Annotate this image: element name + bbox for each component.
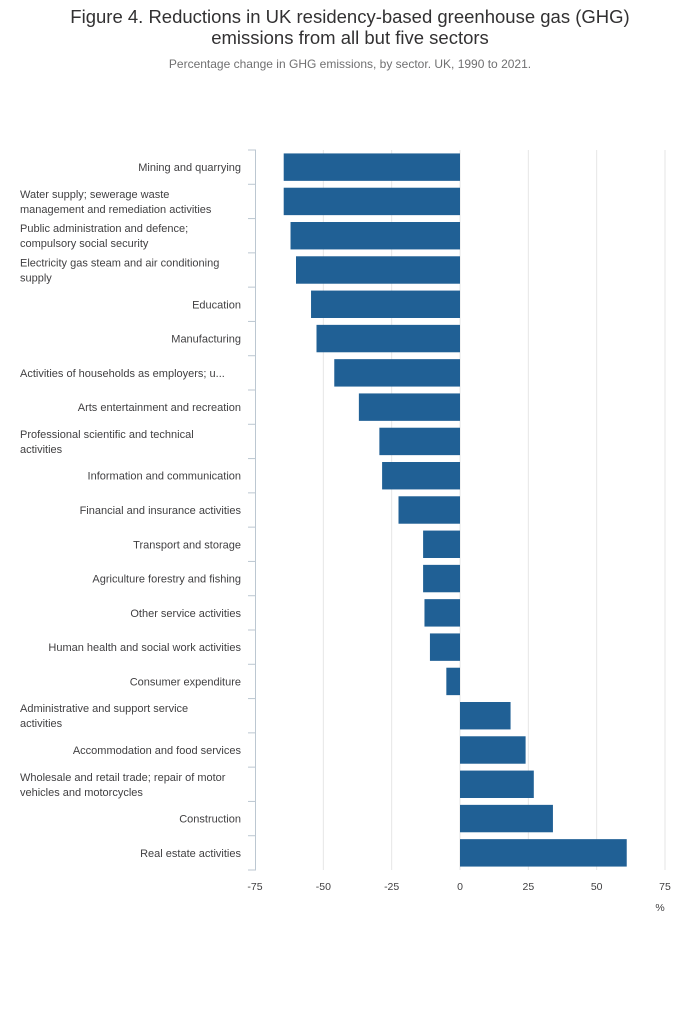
bar-12[interactable] — [423, 564, 460, 593]
bar-6[interactable] — [334, 359, 460, 387]
x-tick-label-4: 25 — [522, 881, 534, 893]
x-tick-label-0: -75 — [247, 881, 262, 893]
category-label-17: Accommodation and food services — [73, 745, 242, 757]
category-label-12: Agriculture forestry and fishing — [92, 574, 241, 586]
category-label-2: Public administration and defence; compul… — [20, 223, 188, 250]
category-label-10: Financial and insurance activities — [80, 505, 242, 517]
bar-20[interactable] — [460, 839, 627, 867]
bar-8[interactable] — [379, 427, 460, 456]
chart-title: Figure 4. Reductions in UK residency-bas… — [0, 6, 700, 48]
bar-10[interactable] — [398, 496, 461, 524]
category-label-0: Mining and quarrying — [138, 162, 241, 174]
chart-title-line-1: Figure 4. Reductions in UK residency-bas… — [70, 6, 630, 27]
bar-9[interactable] — [382, 462, 460, 490]
bar-15[interactable] — [446, 667, 460, 696]
bar-18[interactable] — [460, 770, 534, 798]
bar-19[interactable] — [460, 804, 553, 833]
category-labels: Mining and quarrying Water supply; sewera… — [20, 162, 241, 860]
x-axis-tick-labels: -75 -50 -25 0 25 50 75 — [247, 881, 671, 893]
bar-17[interactable] — [460, 736, 526, 764]
category-label-8: Professional scientific and technical act… — [20, 429, 194, 456]
x-tick-label-3: 0 — [457, 881, 463, 893]
bar-7[interactable] — [358, 393, 460, 421]
bars — [283, 153, 627, 867]
category-label-15: Consumer expenditure — [130, 676, 241, 688]
bar-3[interactable] — [296, 256, 460, 284]
category-label-5: Manufacturing — [171, 334, 241, 346]
chart-title-line-2: emissions from all but five sectors — [211, 27, 489, 48]
category-label-18: Wholesale and retail trade; repair of mo… — [20, 772, 226, 799]
category-label-13: Other service activities — [130, 608, 241, 620]
category-label-20: Real estate activities — [140, 848, 241, 860]
category-label-16: Administrative and support service activi… — [20, 703, 188, 730]
x-tick-label-6: 75 — [659, 881, 671, 893]
bar-13[interactable] — [424, 599, 460, 627]
bar-1[interactable] — [283, 187, 460, 216]
category-label-14: Human health and social work activities — [48, 642, 241, 654]
bar-14[interactable] — [429, 633, 460, 661]
chart-subtitle: Percentage change in GHG emissions, by s… — [168, 57, 532, 71]
x-tick-label-1: -50 — [316, 881, 331, 893]
category-label-7: Arts entertainment and recreation — [78, 402, 241, 414]
bar-2[interactable] — [290, 222, 460, 250]
category-label-11: Transport and storage — [133, 539, 241, 551]
x-tick-label-5: 50 — [591, 881, 603, 893]
bar-4[interactable] — [311, 290, 460, 318]
x-axis-unit-label: % — [655, 902, 664, 914]
category-label-9: Information and communication — [88, 471, 241, 483]
bar-5[interactable] — [316, 324, 461, 353]
bar-11[interactable] — [423, 530, 460, 558]
x-tick-label-2: -25 — [384, 881, 399, 893]
category-label-6: Activities of households as employers; u… — [20, 368, 225, 380]
category-label-4: Education — [192, 299, 241, 311]
y-axis — [248, 149, 256, 871]
category-label-1: Water supply; sewerage waste management a… — [20, 189, 212, 216]
bar-16[interactable] — [460, 702, 511, 730]
category-label-19: Construction — [179, 814, 241, 826]
bar-0[interactable] — [283, 153, 460, 181]
category-label-3: Electricity gas steam and air conditioni… — [20, 258, 219, 285]
